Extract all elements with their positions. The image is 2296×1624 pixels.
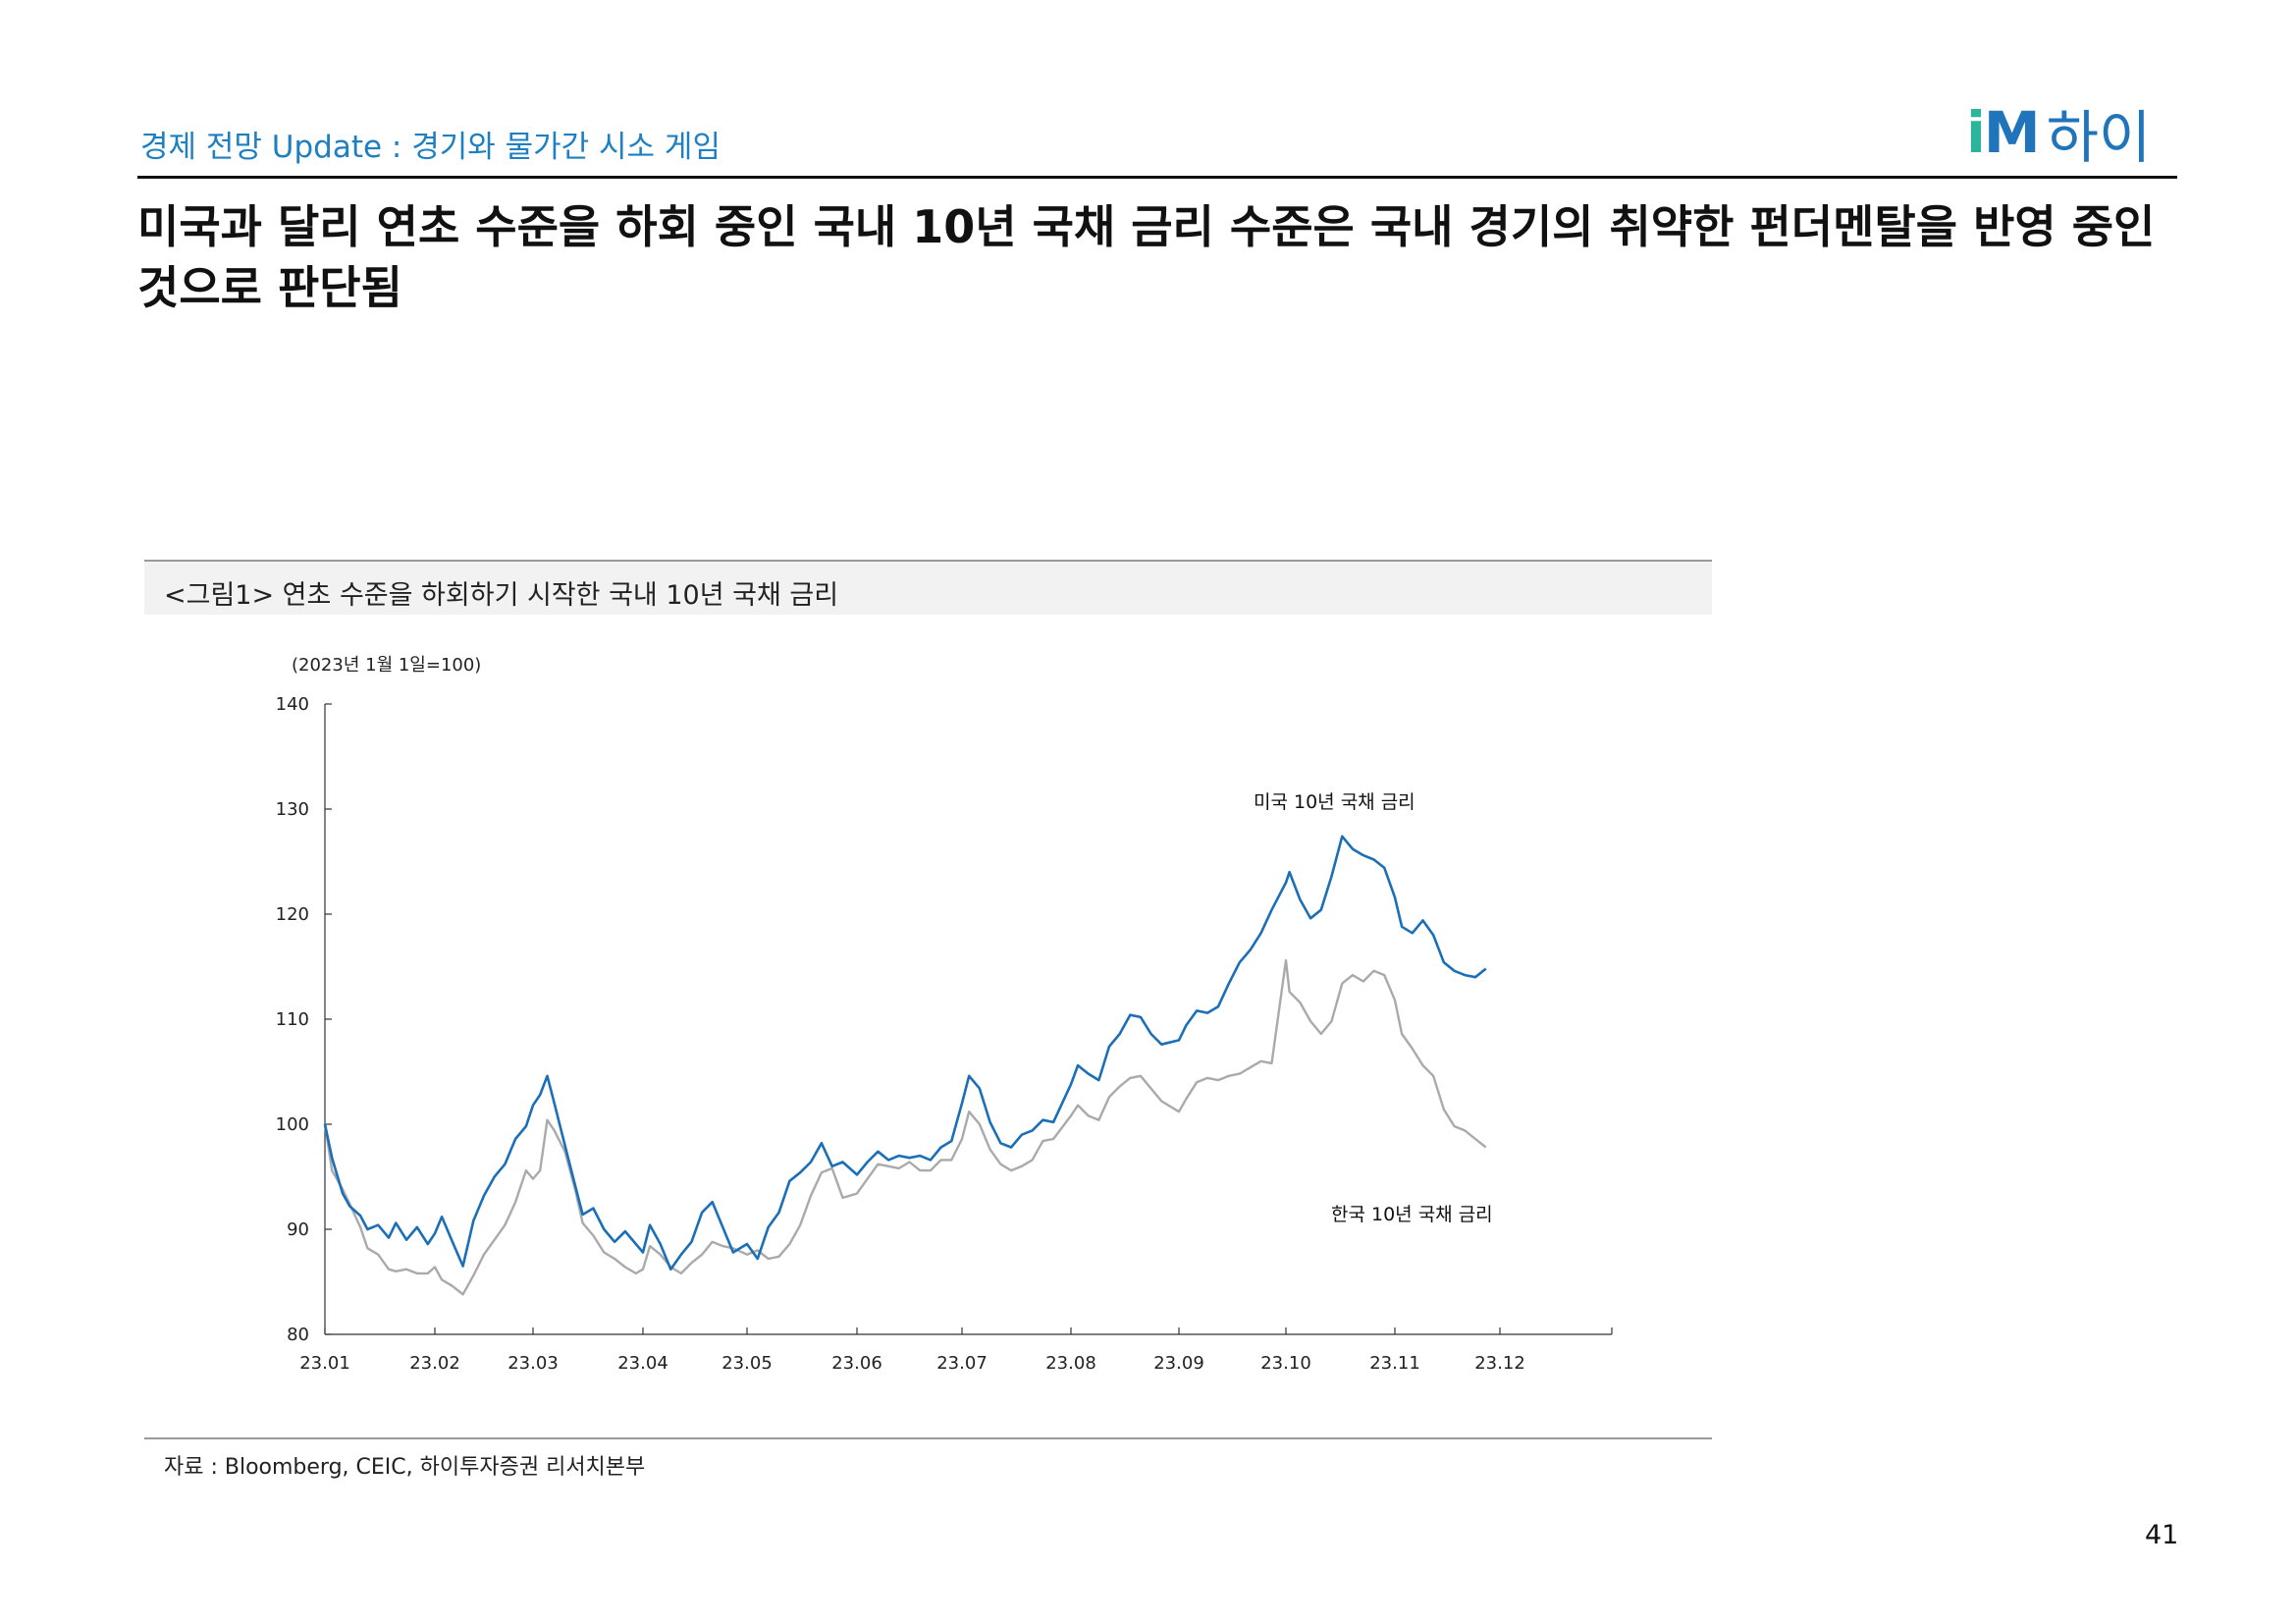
x-tick-label: 23.07 [936,1353,988,1374]
logo-i: i [1966,99,1986,166]
series-label-us: 미국 10년 국채 금리 [1254,791,1415,813]
x-tick-label: 23.02 [409,1353,460,1374]
x-tick-label: 23.11 [1369,1353,1420,1374]
logo-text: 하이 [2046,104,2152,171]
section-label: 경제 전망 Update : 경기와 물가간 시소 게임 [140,130,721,165]
line-chart: (2023년 1월 1일=100) 80 90 100 110 120 130 140 23.… [276,655,1613,1374]
x-tick-label: 23.04 [617,1353,668,1374]
x-tick-label: 23.03 [507,1353,559,1374]
page-number: 41 [2145,1520,2179,1550]
chart-lines [323,835,1487,1296]
y-tick-label: 100 [276,1114,309,1135]
x-tick-label: 23.10 [1260,1353,1311,1374]
y-tick-label: 110 [276,1009,309,1030]
source-divider [144,1437,1712,1439]
logo-mark: iM [1966,99,2041,166]
y-tick-label: 80 [287,1325,309,1345]
series-line-us [323,835,1487,1272]
series-line-kr [323,958,1487,1296]
x-tick-label: 23.12 [1474,1353,1525,1374]
y-tick-label: 140 [276,694,309,715]
chart-axes: 80 90 100 110 120 130 140 23.01 23.02 23.03 23.04 2… [276,694,1613,1374]
x-tick-label: 23.09 [1153,1353,1204,1374]
logo-m: M [1983,99,2041,166]
y-tick-label: 130 [276,799,309,820]
page-headline: 미국과 달리 연초 수준을 하회 중인 국내 10년 국채 금리 수준은 국내 … [137,200,2156,314]
figure-title: <그림1> 연초 수준을 하회하기 시작한 국내 10년 국채 금리 [164,580,839,611]
figure-title-bar: <그림1> 연초 수준을 하회하기 시작한 국내 10년 국채 금리 [144,560,1712,615]
x-tick-label: 23.01 [299,1353,350,1374]
x-tick-label: 23.05 [721,1353,773,1374]
header-divider [137,176,2177,179]
unit-label: (2023년 1월 1일=100) [292,655,481,676]
series-label-kr: 한국 10년 국채 금리 [1331,1204,1493,1225]
x-tick-label: 23.08 [1045,1353,1096,1374]
y-tick-label: 90 [287,1219,309,1240]
y-tick-label: 120 [276,904,309,925]
brand-logo: iM 하이 [1966,99,2151,171]
source-note: 자료 : Bloomberg, CEIC, 하이투자증권 리서치본부 [164,1455,646,1480]
x-tick-label: 23.06 [831,1353,882,1374]
